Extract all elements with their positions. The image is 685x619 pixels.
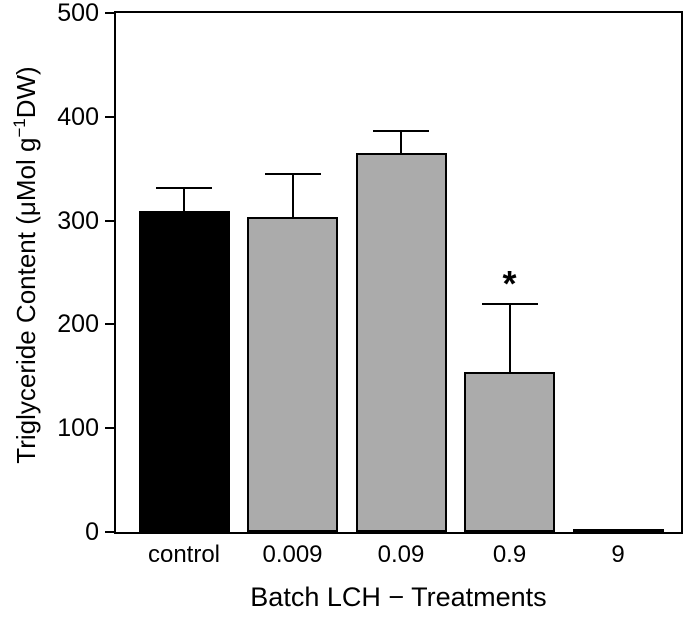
- x-tick-label: 0.009: [262, 541, 323, 568]
- significance-asterisk: *: [502, 262, 517, 304]
- bar: [464, 372, 555, 532]
- y-tick-label: 0: [85, 518, 99, 546]
- error-bar-cap: [264, 172, 321, 175]
- error-bar: [400, 131, 402, 154]
- y-axis-tick: [105, 12, 114, 14]
- bar-zero-value: [572, 529, 664, 532]
- x-tick-label: control: [147, 541, 221, 568]
- y-axis-tick: [105, 219, 114, 222]
- y-tick-label: 100: [57, 414, 99, 443]
- bar: [247, 217, 338, 532]
- error-bar: [508, 303, 511, 373]
- error-bar-cap: [481, 302, 538, 305]
- bar: [138, 211, 230, 532]
- y-tick-label: 300: [57, 206, 99, 235]
- error-bar: [291, 173, 294, 218]
- x-tick-label: 9: [611, 541, 625, 568]
- y-tick-label: 400: [57, 102, 99, 131]
- x-tick-label: 0.9: [492, 541, 527, 568]
- error-bar-cap: [373, 130, 429, 133]
- y-axis-tick: [105, 427, 114, 430]
- plot-area: 0 100 200 300 400 500 control 0.009 0.09 0.9 * 9: [57, 0, 683, 567]
- bar: [355, 153, 447, 532]
- x-axis-title: Batch LCH − Treatments: [250, 582, 547, 612]
- y-tick-label: 200: [57, 310, 99, 339]
- y-axis-tick: [105, 323, 114, 326]
- error-bar-cap: [156, 187, 212, 190]
- y-axis-tick: [105, 115, 114, 118]
- error-bar: [183, 188, 185, 212]
- y-tick-label: 500: [57, 0, 99, 27]
- y-axis-tick: [105, 531, 114, 533]
- x-tick-label: 0.09: [377, 541, 425, 568]
